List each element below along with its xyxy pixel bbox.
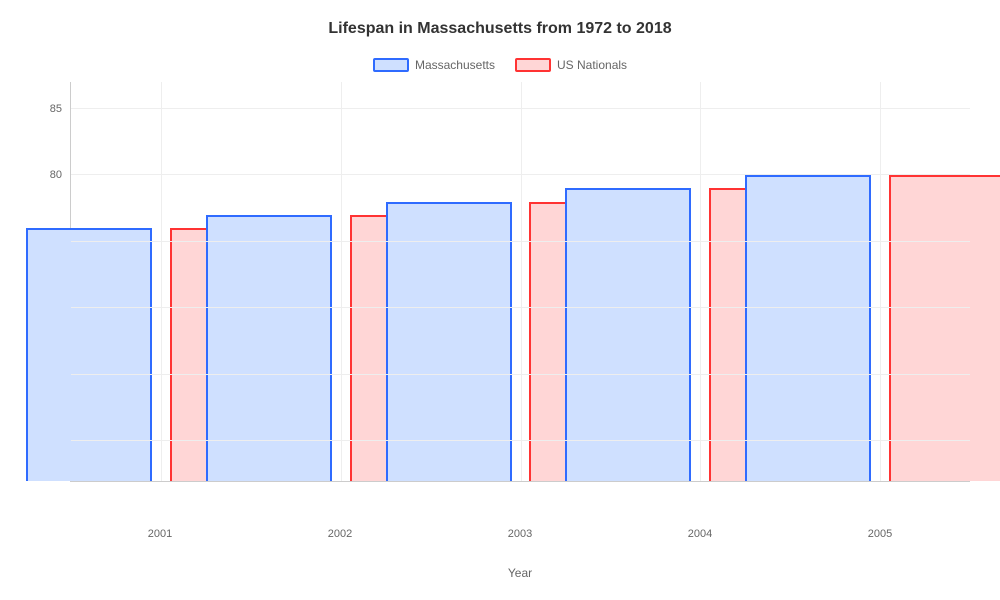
chart-container: Lifespan in Massachusetts from 1972 to 2… <box>0 0 1000 600</box>
bar <box>26 228 152 481</box>
vgridline <box>161 82 162 481</box>
legend-label-us-nationals: US Nationals <box>557 58 627 72</box>
legend: Massachusetts US Nationals <box>30 58 970 72</box>
legend-swatch-us-nationals <box>515 58 551 72</box>
x-tick-label: 2001 <box>148 528 172 540</box>
bar <box>565 188 691 481</box>
plot <box>70 82 970 482</box>
chart-title: Lifespan in Massachusetts from 1972 to 2… <box>30 20 970 38</box>
bar <box>745 175 871 481</box>
bar <box>386 202 512 481</box>
y-tick-label: 80 <box>32 169 62 181</box>
legend-label-massachusetts: Massachusetts <box>415 58 495 72</box>
vgridline <box>341 82 342 481</box>
vgridline <box>700 82 701 481</box>
x-tick-label: 2002 <box>328 528 352 540</box>
x-tick-label: 2004 <box>688 528 712 540</box>
legend-item-us-nationals: US Nationals <box>515 58 627 72</box>
x-axis-label: Year <box>70 566 970 580</box>
legend-swatch-massachusetts <box>373 58 409 72</box>
x-axis-ticks: 2001 2002 2003 2004 2005 <box>70 522 970 542</box>
plot-area: Age 606570758085 <box>30 82 970 522</box>
vgridline <box>521 82 522 481</box>
bar <box>889 175 1000 481</box>
x-tick-label: 2003 <box>508 528 532 540</box>
y-tick-label: 85 <box>32 103 62 115</box>
legend-item-massachusetts: Massachusetts <box>373 58 495 72</box>
vgridline <box>880 82 881 481</box>
x-tick-label: 2005 <box>868 528 892 540</box>
